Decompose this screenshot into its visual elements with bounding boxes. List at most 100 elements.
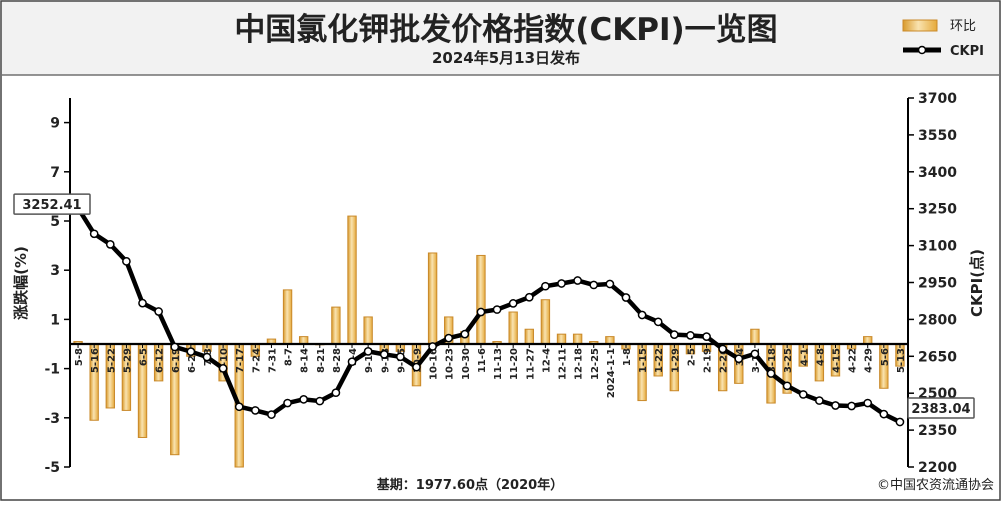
ckpi-point-7-17 [234, 402, 244, 412]
annotation-end-label: 2383.04 [911, 402, 970, 417]
x-tick-label: 12-18 [574, 348, 585, 380]
ckpi-point-10-9 [412, 362, 421, 372]
annotation-end-box [907, 397, 975, 419]
ckpi-point-2-26 [718, 344, 728, 354]
x-tick-label: 12-11 [558, 348, 569, 380]
x-tick-label: 12-25 [590, 348, 601, 380]
x-tick-label: 8-21 [316, 348, 327, 373]
y-left-tick-label: -5 [44, 460, 60, 476]
ckpi-point-9-18 [379, 349, 389, 359]
ckpi-point-7-3 [202, 352, 212, 362]
ckpi-point-1-8 [621, 293, 631, 302]
ckpi-point-1-22 [653, 317, 663, 327]
footer-copyright: ©中国农资流通协会 [877, 478, 994, 493]
x-tick-label: 4-8 [815, 348, 826, 366]
y-right-tick-label: 3700 [918, 91, 957, 107]
y-left-tick-label: -3 [44, 411, 60, 427]
legend-bar-swatch [902, 19, 938, 32]
ckpi-point-6-12 [154, 307, 163, 316]
ckpi-point-12-11 [557, 279, 566, 288]
x-tick-label: 7-31 [267, 348, 278, 373]
bar-8-7 [282, 289, 293, 345]
x-tick-label: 5-16 [90, 348, 101, 373]
y-right-tick-label: 2200 [918, 460, 957, 476]
bar-11-27 [524, 328, 534, 345]
x-tick-label: 5-6 [880, 348, 891, 366]
ckpi-point-9-4 [347, 357, 357, 367]
legend-line-marker [917, 45, 927, 55]
y-right-tick-label: 2650 [918, 349, 957, 365]
bar-8-28 [331, 306, 341, 345]
ckpi-point-8-21 [315, 396, 325, 406]
x-tick-label: 1-8 [622, 348, 633, 366]
x-tick-label: 7-10 [219, 348, 230, 373]
x-tick-label: 10-30 [461, 348, 472, 380]
ckpi-point-7-10 [218, 364, 228, 373]
y-right-tick-label: 2800 [918, 312, 957, 328]
x-tick-label: 9-4 [348, 348, 359, 366]
y-left-tick-label: -1 [44, 362, 60, 378]
x-tick-label: 10-9 [412, 348, 423, 373]
ckpi-point-6-19 [170, 342, 180, 352]
ckpi-point-12-4 [541, 281, 550, 291]
x-tick-label: 6-5 [139, 348, 150, 366]
ckpi-point-1-15 [637, 310, 647, 320]
ckpi-point-7-31 [267, 410, 276, 419]
ckpi-point-12-18 [573, 276, 582, 285]
ckpi-point-9-11 [363, 347, 373, 356]
ckpi-point-4-15 [831, 401, 840, 410]
ckpi-point-10-23 [444, 333, 454, 343]
x-tick-label: 7-17 [235, 348, 246, 373]
x-tick-label: 5-13 [896, 348, 907, 373]
x-tick-label: 11-20 [509, 348, 520, 380]
x-tick-label: 10-16 [429, 348, 440, 380]
footer-base-period: 基期：1977.60点（2020年） [376, 477, 563, 493]
bar-9-4 [347, 215, 357, 345]
x-tick-label: 11-13 [493, 348, 504, 380]
x-tick-label: 5-22 [106, 348, 117, 373]
ckpi-point-5-29 [122, 256, 131, 266]
y-right-tick-label: 3400 [918, 165, 957, 181]
x-tick-label: 1-22 [654, 348, 665, 373]
x-tick-label: 7-24 [251, 348, 262, 373]
ckpi-point-1-29 [669, 330, 679, 339]
ckpi-line [76, 206, 901, 424]
ckpi-point-4-22 [847, 401, 856, 411]
bar-2024-1-1 [605, 336, 615, 345]
ckpi-point-11-20 [508, 299, 518, 308]
ckpi-point-3-4 [734, 354, 744, 364]
ckpi-point-2024-1-1 [605, 279, 615, 289]
y-right-tick-label: 3100 [918, 239, 957, 255]
header-band [2, 2, 999, 75]
x-tick-label: 12-4 [541, 348, 552, 373]
ckpi-point-11-27 [524, 292, 534, 302]
ckpi-point-4-29 [863, 398, 873, 408]
ckpi-point-2-19 [702, 332, 711, 341]
ckpi-point-3-25 [782, 381, 792, 391]
x-tick-label: 4-29 [864, 348, 875, 373]
x-tick-label: 6-19 [171, 348, 182, 373]
x-tick-label: 5-8 [74, 348, 85, 366]
x-tick-label: 4-15 [831, 348, 842, 373]
x-tick-label: 6-26 [187, 348, 198, 373]
ckpi-point-6-26 [186, 347, 196, 356]
bar-12-11 [556, 333, 567, 345]
y-left-tick-label: 1 [50, 312, 60, 328]
x-tick-label: 11-27 [525, 348, 536, 380]
ckpi-point-2-5 [686, 331, 695, 340]
x-tick-label: 8-7 [284, 348, 295, 366]
x-tick-label: 11-6 [477, 348, 488, 373]
x-tick-label: 5-29 [122, 348, 133, 373]
x-tick-label: 1-15 [638, 348, 649, 373]
ckpi-point-9-25 [396, 352, 405, 362]
ckpi-point-7-24 [250, 406, 260, 415]
y-left-tick-label: 5 [50, 214, 60, 230]
x-tick-label: 3-11 [751, 348, 762, 373]
y-right-tick-label: 2350 [918, 423, 957, 439]
x-tick-label: 8-14 [300, 348, 311, 373]
x-tick-label: 2-19 [703, 348, 714, 373]
bar-12-18 [572, 333, 583, 345]
